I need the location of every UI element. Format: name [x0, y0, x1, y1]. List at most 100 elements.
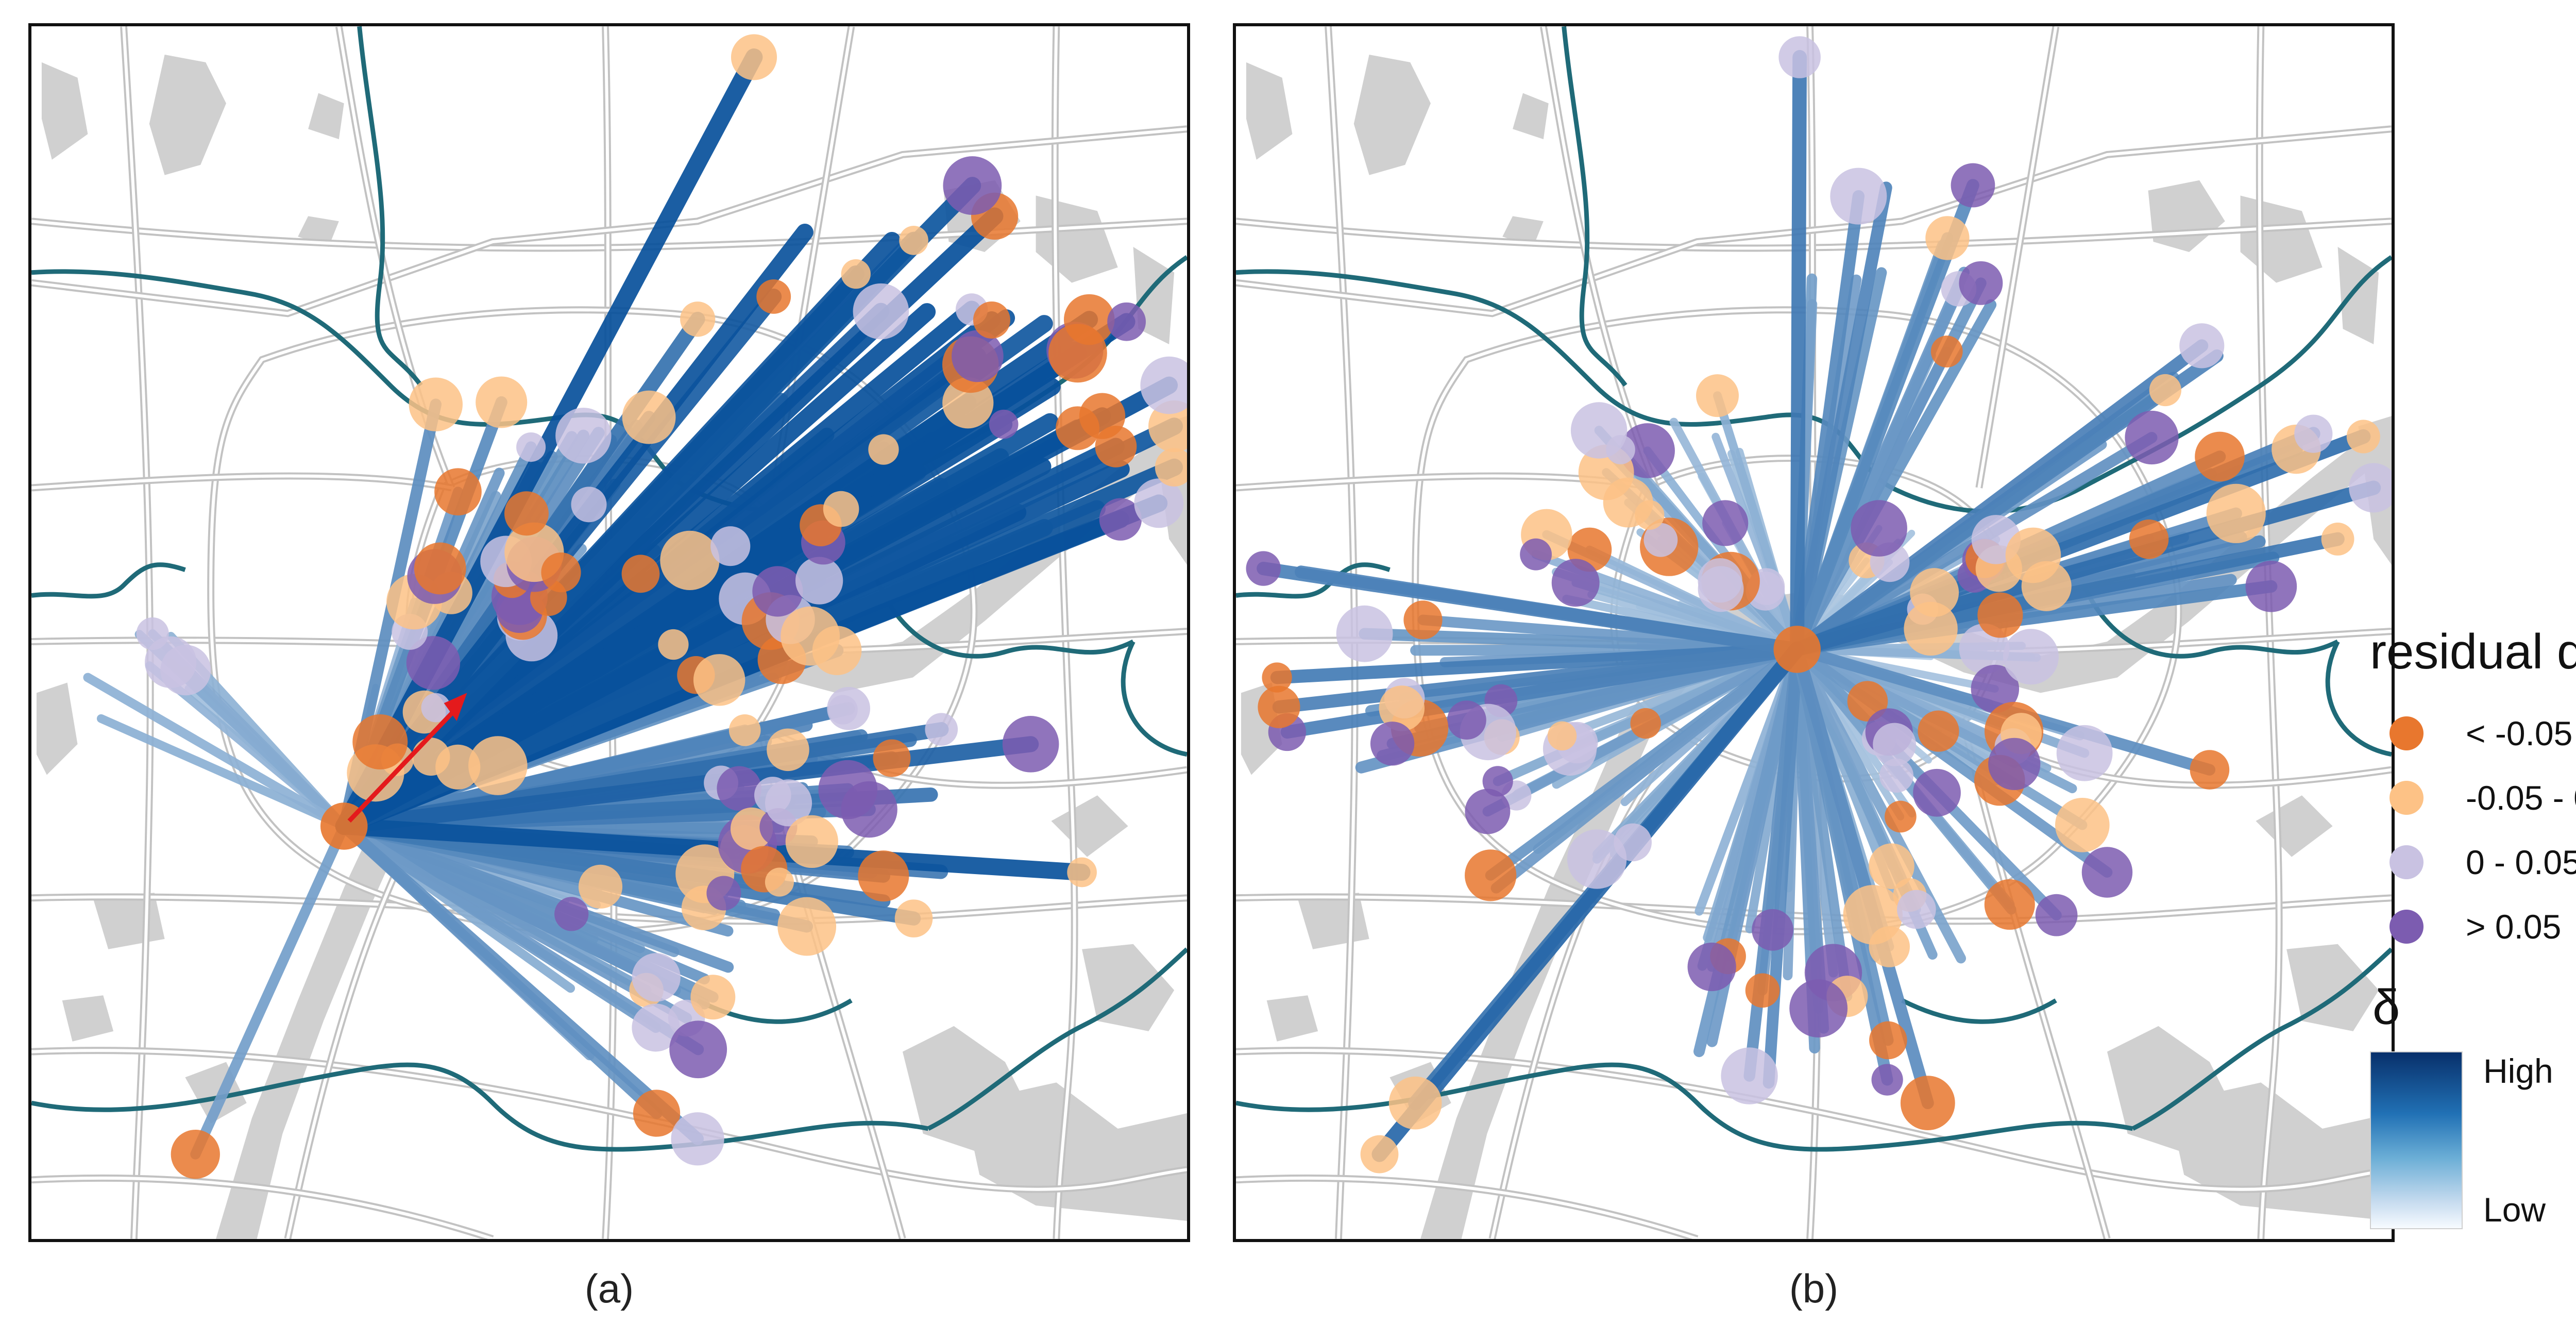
- flow-line: [1790, 179, 1979, 656]
- flow-line: [96, 714, 349, 831]
- residual-point: [1063, 294, 1115, 345]
- residual-point: [1871, 1064, 1903, 1096]
- residual-point: [1897, 890, 1936, 929]
- residual-point: [2129, 519, 2169, 559]
- residual-point: [669, 1020, 727, 1079]
- flow-line: [1791, 181, 1892, 656]
- legend-dot-negative: [2389, 780, 2424, 815]
- residual-point: [516, 432, 546, 462]
- residual-point: [2294, 414, 2333, 453]
- residual-point: [841, 781, 897, 838]
- residual-point: [1984, 879, 2035, 930]
- residual-point: [1551, 559, 1600, 607]
- arrow-shaft: [347, 712, 453, 823]
- residual-point: [795, 557, 843, 605]
- boundary-line: [1236, 255, 2392, 514]
- residual-point: [868, 434, 899, 465]
- flow-line: [190, 820, 349, 1160]
- residual-point: [1630, 708, 1661, 739]
- residual-point: [1971, 664, 2020, 713]
- residual-point: [2179, 323, 2225, 368]
- residual-point: [717, 766, 761, 811]
- water-patch: [62, 995, 114, 1042]
- residual-point: [1379, 685, 1425, 731]
- residual-point: [658, 629, 689, 660]
- flow-line: [336, 736, 1039, 834]
- residual-point: [1885, 800, 1917, 833]
- residual-point: [873, 739, 911, 777]
- flow-line: [1490, 644, 1803, 894]
- residual-point: [1918, 710, 1959, 752]
- residual-point: [504, 491, 549, 536]
- delta-labels: High Low: [2483, 1051, 2553, 1229]
- residual-point: [632, 1003, 680, 1052]
- delta-high-label: High: [2483, 1052, 2553, 1090]
- road-center: [31, 474, 452, 490]
- flow-line: [1713, 391, 1802, 654]
- residual-point: [728, 714, 761, 746]
- water-patch: [1297, 893, 1369, 949]
- residual-point: [952, 330, 1004, 382]
- flow-line: [1762, 643, 1803, 1089]
- flow-line: [335, 313, 1136, 835]
- residual-point: [765, 779, 812, 827]
- residual-point: [571, 487, 607, 523]
- residual-point: [1002, 716, 1059, 773]
- residual-point: [2149, 374, 2181, 407]
- boundary-line: [31, 562, 186, 599]
- residual-point: [468, 736, 528, 795]
- flow-line: [1790, 50, 1807, 657]
- water-patch: [1513, 93, 1549, 140]
- residual-point: [767, 728, 809, 772]
- residual-point: [1246, 551, 1281, 586]
- panel-caption-a: (a): [584, 1266, 634, 1311]
- residual-point: [1482, 766, 1513, 797]
- legend-dot-very-negative: [2389, 716, 2424, 750]
- residual-point: [1879, 758, 1914, 793]
- water-patch: [36, 682, 78, 775]
- residual-point: [414, 542, 466, 595]
- residual-points: [136, 34, 1187, 1179]
- river: [216, 416, 1187, 1239]
- flow-line: [1790, 480, 2381, 657]
- residual-point: [622, 390, 676, 444]
- water-patch: [2337, 247, 2379, 344]
- residual-point: [1910, 568, 1959, 617]
- water-patch: [2240, 195, 2323, 283]
- residual-point: [421, 693, 451, 723]
- residual-point: [1258, 685, 1300, 728]
- residual-point: [1079, 393, 1126, 439]
- boundary-line: [2079, 579, 2339, 659]
- residual-point: [406, 635, 461, 690]
- residual-point: [1873, 723, 1917, 766]
- panel-caption-b: (b): [1789, 1266, 1839, 1311]
- residual-point: [621, 555, 660, 593]
- map-panel-b: [1233, 23, 2395, 1242]
- flow-line: [1791, 644, 2113, 878]
- district-boundaries: [1236, 26, 2392, 1152]
- residual-point: [785, 815, 838, 868]
- residual-point: [554, 897, 589, 931]
- residual-point: [925, 713, 958, 746]
- boundary-line: [31, 1062, 929, 1152]
- residual-point: [1913, 768, 1961, 817]
- residual-point: [943, 156, 1002, 215]
- residual-point: [1789, 979, 1848, 1037]
- flow-line: [1790, 349, 2224, 656]
- residual-point: [1951, 163, 1995, 208]
- residual-point: [731, 34, 777, 80]
- flow-line: [83, 673, 349, 831]
- water-patch: [964, 1082, 1187, 1221]
- residual-point: [2206, 483, 2266, 543]
- residual-point: [434, 468, 482, 516]
- residual-point: [1067, 857, 1097, 887]
- legend: residual diff. < -0.05 -0.05 - 0 0 - 0.0…: [2370, 624, 2576, 1268]
- residual-point: [899, 226, 928, 255]
- water-patch: [2286, 944, 2379, 1031]
- water-patch: [93, 893, 165, 949]
- water-patch: [41, 62, 88, 160]
- boundary-line: [1236, 1062, 2133, 1152]
- legend-dot-positive: [2389, 845, 2424, 879]
- residual-point: [1643, 523, 1678, 557]
- residual-point: [1360, 1135, 1399, 1174]
